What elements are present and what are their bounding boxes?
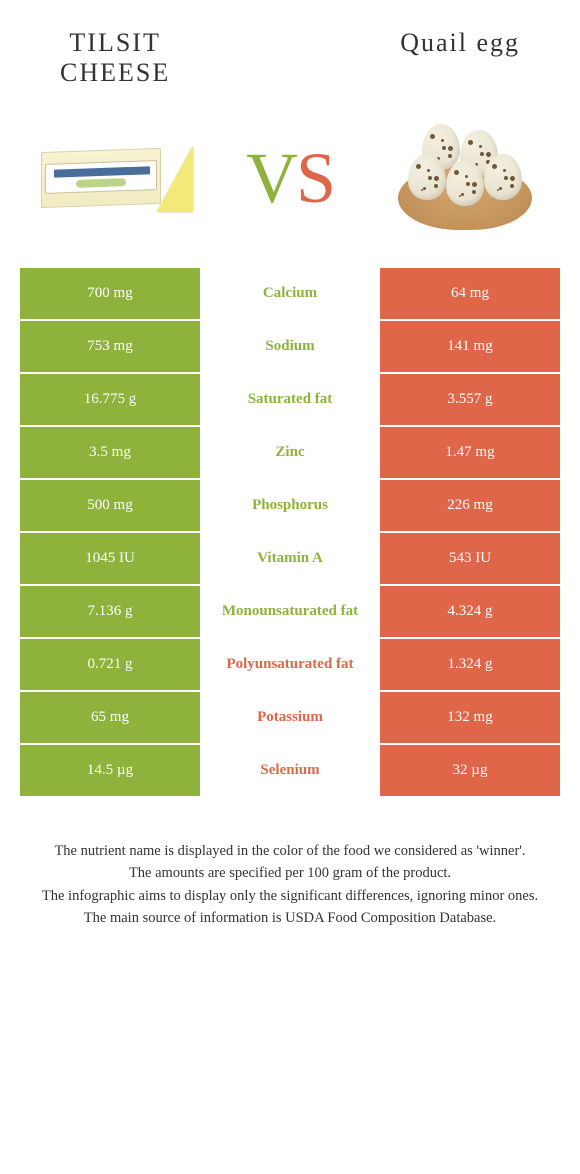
footnote-3: The infographic aims to display only the… [40, 885, 540, 907]
nutrient-label: Vitamin A [200, 533, 380, 584]
right-value: 32 µg [380, 745, 560, 796]
eggs-image [385, 118, 545, 238]
title-right: Quail egg [400, 28, 520, 88]
right-value: 64 mg [380, 268, 560, 319]
right-value: 543 IU [380, 533, 560, 584]
left-value: 0.721 g [20, 639, 200, 690]
right-value: 3.557 g [380, 374, 560, 425]
left-value: 500 mg [20, 480, 200, 531]
table-row: 14.5 µgSelenium32 µg [20, 745, 560, 796]
right-value: 132 mg [380, 692, 560, 743]
nutrient-label: Saturated fat [200, 374, 380, 425]
title-left-line2: CHEESE [60, 58, 170, 87]
nutrient-label: Zinc [200, 427, 380, 478]
hero: VS [0, 98, 580, 268]
table-row: 65 mgPotassium132 mg [20, 692, 560, 743]
left-value: 1045 IU [20, 533, 200, 584]
right-value: 1.47 mg [380, 427, 560, 478]
header: TILSITCHEESE Quail egg [0, 0, 580, 98]
right-value: 4.324 g [380, 586, 560, 637]
left-value: 16.775 g [20, 374, 200, 425]
vs-label: VS [246, 142, 334, 214]
title-left-line1: TILSIT [69, 28, 160, 57]
right-value: 141 mg [380, 321, 560, 372]
left-value: 65 mg [20, 692, 200, 743]
table-row: 500 mgPhosphorus226 mg [20, 480, 560, 531]
quail-eggs-icon [390, 118, 540, 238]
right-value: 1.324 g [380, 639, 560, 690]
cheese-image [35, 118, 195, 238]
table-row: 16.775 gSaturated fat3.557 g [20, 374, 560, 425]
nutrient-label: Phosphorus [200, 480, 380, 531]
table-row: 3.5 mgZinc1.47 mg [20, 427, 560, 478]
vs-v: V [246, 138, 296, 218]
left-value: 14.5 µg [20, 745, 200, 796]
table-row: 7.136 gMonounsaturated fat4.324 g [20, 586, 560, 637]
left-value: 3.5 mg [20, 427, 200, 478]
table-row: 700 mgCalcium64 mg [20, 268, 560, 319]
nutrient-label: Sodium [200, 321, 380, 372]
nutrient-label: Potassium [200, 692, 380, 743]
footnote-2: The amounts are specified per 100 gram o… [40, 862, 540, 884]
table-row: 753 mgSodium141 mg [20, 321, 560, 372]
title-left: TILSITCHEESE [60, 28, 170, 88]
nutrient-label: Monounsaturated fat [200, 586, 380, 637]
nutrient-label: Calcium [200, 268, 380, 319]
footnote-4: The main source of information is USDA F… [40, 907, 540, 929]
footnote-1: The nutrient name is displayed in the co… [40, 840, 540, 862]
right-value: 226 mg [380, 480, 560, 531]
left-value: 700 mg [20, 268, 200, 319]
left-value: 7.136 g [20, 586, 200, 637]
footnotes: The nutrient name is displayed in the co… [0, 798, 580, 930]
nutrient-label: Polyunsaturated fat [200, 639, 380, 690]
table-row: 0.721 gPolyunsaturated fat1.324 g [20, 639, 560, 690]
left-value: 753 mg [20, 321, 200, 372]
cheese-icon [35, 128, 195, 228]
vs-s: S [296, 138, 334, 218]
nutrient-label: Selenium [200, 745, 380, 796]
comparison-table: 700 mgCalcium64 mg753 mgSodium141 mg16.7… [0, 268, 580, 796]
table-row: 1045 IUVitamin A543 IU [20, 533, 560, 584]
